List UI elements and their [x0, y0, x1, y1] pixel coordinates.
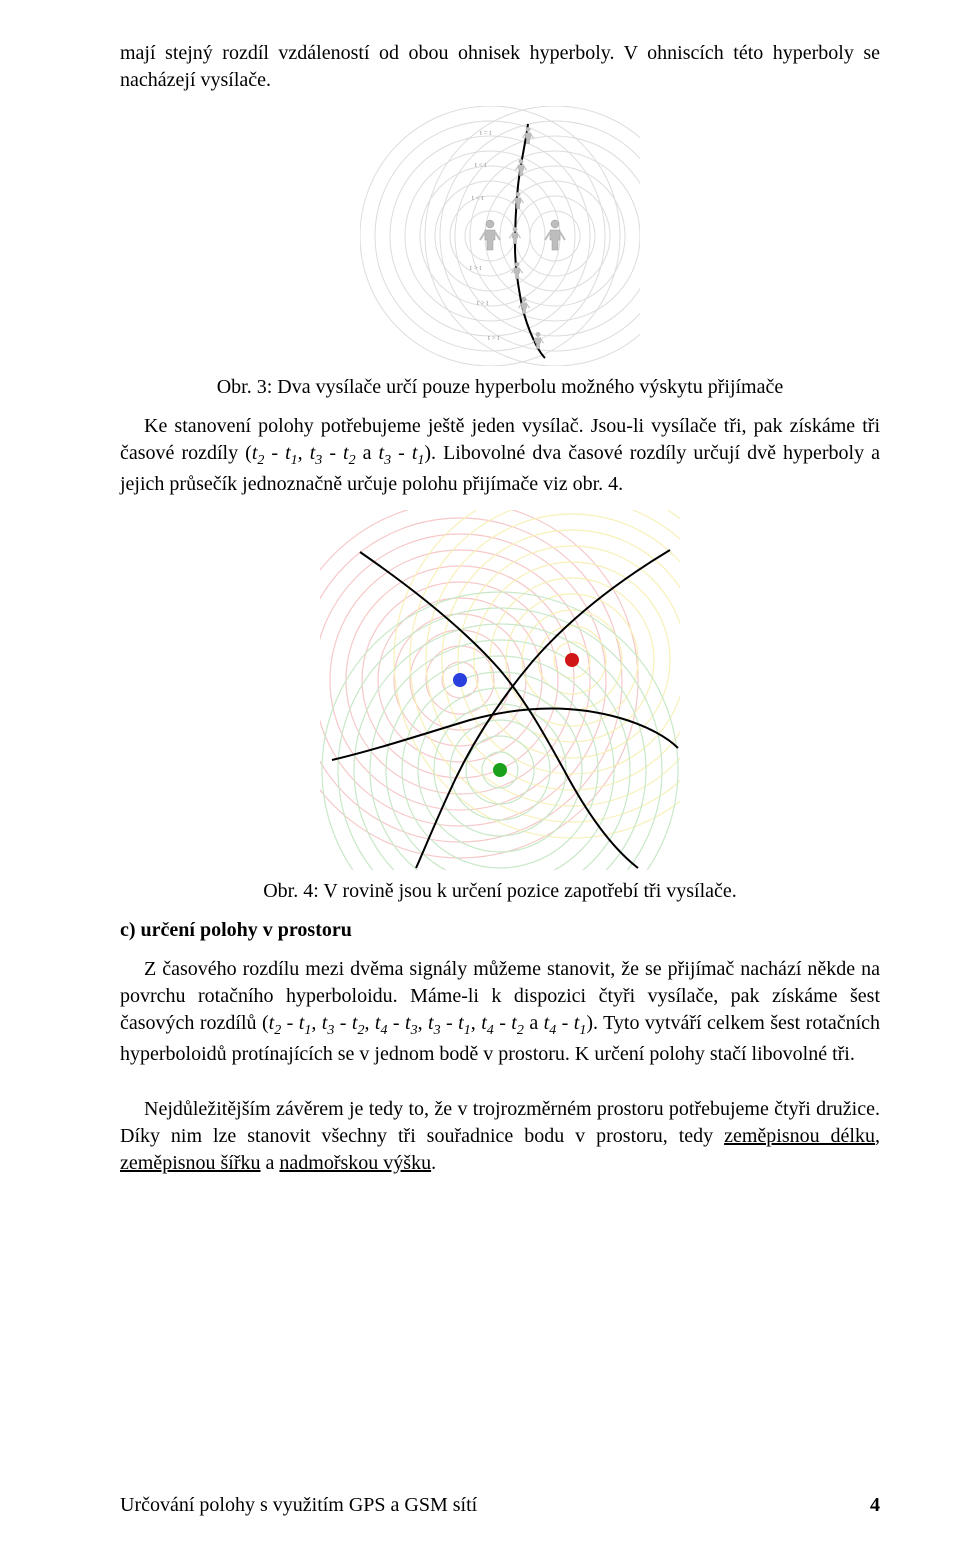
page-footer: Určování polohy s využitím GPS a GSM sít…: [120, 1494, 880, 1517]
svg-text:t = t: t = t: [480, 129, 491, 137]
caption-fig1: Obr. 3: Dva vysílače určí pouze hyperbol…: [120, 376, 880, 399]
svg-text:t < t: t < t: [472, 194, 483, 202]
svg-text:t > t: t > t: [488, 334, 499, 342]
heading-c: c) určení polohy v prostoru: [120, 917, 880, 944]
paragraph-3: Z časového rozdílu mezi dvěma signály mů…: [120, 956, 880, 1068]
figure-2: [320, 510, 680, 870]
footer-title: Určování polohy s využitím GPS a GSM sít…: [120, 1494, 477, 1517]
footer-page-number: 4: [870, 1494, 880, 1517]
svg-text:t < t: t < t: [475, 161, 486, 169]
paragraph-1: mají stejný rozdíl vzdáleností od obou o…: [120, 40, 880, 94]
svg-text:t > t: t > t: [477, 299, 488, 307]
paragraph-4: Nejdůležitějším závěrem je tedy to, že v…: [120, 1096, 880, 1177]
paragraph-2: Ke stanovení polohy potřebujeme ještě je…: [120, 413, 880, 498]
caption-fig2: Obr. 4: V rovině jsou k určení pozice za…: [120, 880, 880, 903]
svg-text:t > t: t > t: [470, 264, 481, 272]
figure-1: t = t t < t t < t t > t t > t t > t: [360, 106, 640, 366]
